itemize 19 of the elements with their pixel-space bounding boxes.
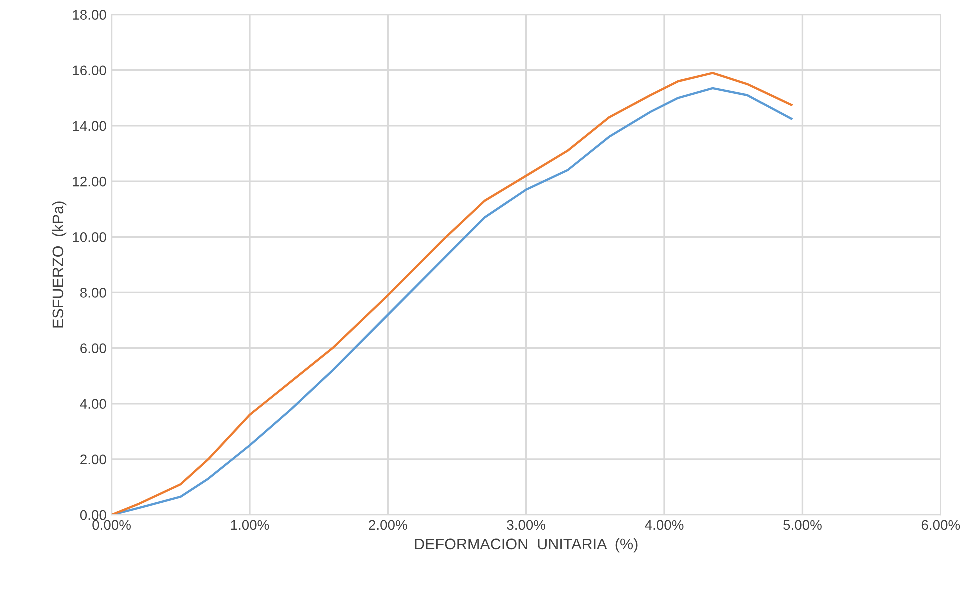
x-tick-label: 1.00% — [231, 520, 270, 530]
x-tick-label: 4.00% — [645, 520, 684, 530]
y-tick-label: 16.00 — [73, 66, 106, 76]
y-tick-label: 18.00 — [73, 10, 106, 20]
y-axis-title: ESFUERZO (kPa) — [52, 202, 67, 328]
x-tick-label: 2.00% — [369, 520, 408, 530]
x-axis-title: DEFORMACION UNITARIA (%) — [415, 538, 638, 553]
y-tick-label: 6.00 — [80, 344, 106, 354]
y-tick-label: 4.00 — [80, 399, 106, 410]
y-tick-label: 8.00 — [80, 288, 106, 298]
y-tick-label: 10.00 — [73, 232, 106, 242]
x-tick-label: 3.00% — [507, 520, 546, 530]
y-tick-label: 14.00 — [73, 121, 106, 132]
y-tick-label: 2.00 — [80, 454, 106, 465]
y-tick-label: 0.00 — [80, 510, 106, 520]
y-tick-label: 12.00 — [73, 176, 106, 187]
x-tick-label: 6.00% — [922, 520, 960, 530]
x-tick-label: 5.00% — [784, 520, 822, 530]
x-tick-label: 0.00% — [92, 520, 131, 530]
